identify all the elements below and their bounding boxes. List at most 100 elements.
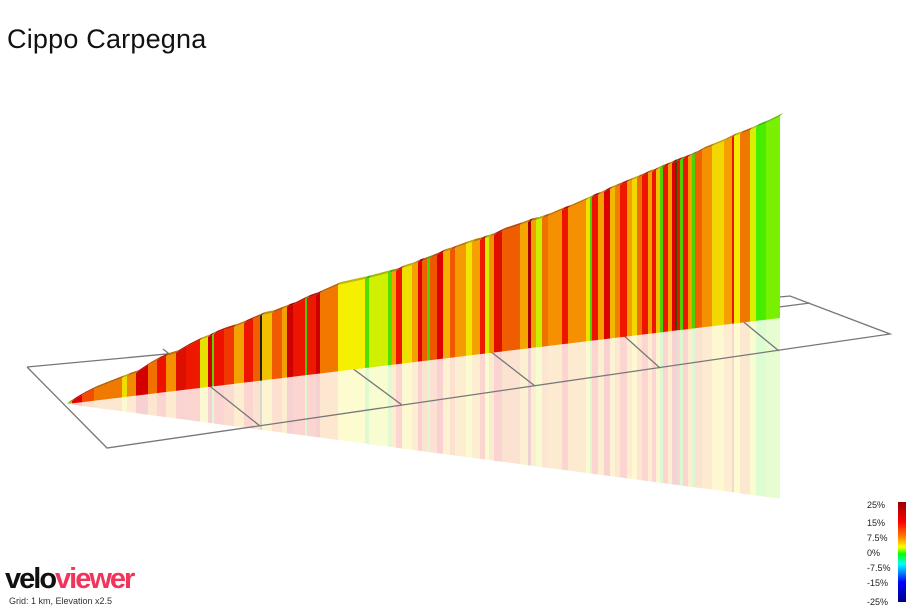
reflection-segment bbox=[480, 353, 485, 460]
reflection-segment bbox=[520, 348, 528, 466]
reflection-segment bbox=[437, 358, 443, 454]
reflection-segment bbox=[531, 347, 536, 467]
gradient-segment bbox=[520, 222, 528, 350]
segment-top-edge bbox=[740, 127, 753, 134]
gradient-segment bbox=[82, 389, 94, 403]
reflection-segment bbox=[320, 371, 338, 440]
legend-label: 15% bbox=[867, 518, 886, 528]
reflection-segment bbox=[677, 330, 680, 486]
reflection-segment bbox=[369, 365, 388, 447]
gradient-segment bbox=[652, 170, 656, 334]
reflection-segment bbox=[176, 389, 186, 420]
segment-top-edge bbox=[750, 124, 759, 130]
gradient-segment bbox=[668, 163, 672, 332]
reflection-segment bbox=[127, 395, 136, 414]
segment-top-edge bbox=[244, 316, 256, 323]
gradient-segment bbox=[234, 323, 244, 384]
segment-top-edge bbox=[548, 207, 565, 216]
gradient-segment bbox=[740, 130, 750, 323]
segment-top-edge bbox=[632, 175, 640, 180]
segment-top-edge bbox=[592, 192, 601, 197]
segment-top-edge bbox=[485, 234, 492, 238]
reflection-segment bbox=[610, 337, 615, 477]
reflection-segment bbox=[692, 328, 695, 488]
segment-top-edge bbox=[369, 270, 391, 278]
gradient-segment bbox=[648, 172, 652, 334]
profile-wall bbox=[67, 113, 783, 404]
segment-top-edge bbox=[320, 282, 341, 293]
legend-label: 0% bbox=[867, 548, 881, 558]
gradient-segment bbox=[72, 395, 82, 404]
gradient-segment bbox=[307, 295, 316, 376]
gradient-segment bbox=[200, 337, 208, 388]
gradient-segment bbox=[338, 279, 365, 372]
segment-top-edge bbox=[568, 197, 589, 208]
segment-top-edge bbox=[656, 165, 663, 170]
gradient-segment bbox=[418, 261, 422, 362]
segment-top-edge bbox=[692, 151, 698, 155]
reflection-segment bbox=[272, 378, 282, 433]
gradient-segment bbox=[683, 157, 688, 330]
gradient-segment bbox=[494, 231, 502, 353]
reflection-segment bbox=[338, 368, 365, 444]
gradient-segment bbox=[480, 238, 485, 355]
segment-top-edge bbox=[307, 292, 319, 298]
segment-top-edge bbox=[610, 184, 618, 189]
gradient-segment bbox=[214, 330, 224, 387]
reflection-segment bbox=[450, 357, 455, 456]
segment-top-edge bbox=[136, 362, 151, 373]
gradient-segment bbox=[208, 335, 212, 387]
segment-top-edge bbox=[316, 290, 323, 295]
reflection-segment bbox=[466, 355, 472, 458]
gradient-segment bbox=[443, 250, 450, 359]
segment-top-edge bbox=[627, 177, 635, 182]
gradient-segment bbox=[586, 198, 590, 342]
gradient-segment bbox=[305, 298, 307, 376]
reflection-segment bbox=[675, 330, 677, 485]
gradient-segment bbox=[262, 313, 272, 381]
segment-top-edge bbox=[502, 222, 523, 231]
reflection-segment bbox=[166, 390, 176, 419]
reflection-segment bbox=[688, 328, 692, 487]
gradient-legend: 25% 15% 7.5% 0% -7.5% -15% -25% bbox=[862, 498, 907, 607]
reflection-segment bbox=[562, 343, 568, 471]
segment-top-edge bbox=[437, 249, 446, 255]
gradient-segment bbox=[282, 307, 287, 379]
reflection-segment bbox=[287, 376, 293, 435]
gradient-segment bbox=[212, 334, 214, 387]
reflection-segment bbox=[502, 349, 520, 465]
gradient-segment bbox=[466, 242, 472, 356]
segment-top-edge bbox=[672, 159, 678, 163]
reflection-segment bbox=[148, 393, 157, 416]
reflection-segment bbox=[305, 375, 307, 436]
gradient-segment bbox=[632, 178, 637, 336]
segment-top-edge bbox=[305, 295, 310, 299]
segment-top-edge bbox=[214, 327, 227, 334]
reflection-segment bbox=[756, 319, 766, 497]
segment-top-edge bbox=[677, 157, 683, 161]
reflection-segment bbox=[724, 323, 732, 493]
gradient-segment bbox=[396, 268, 402, 365]
segment-top-edge bbox=[531, 217, 539, 221]
gradient-segment bbox=[450, 248, 455, 358]
gradient-segment bbox=[677, 160, 680, 331]
reflection-segment bbox=[307, 373, 316, 438]
segment-top-edge bbox=[412, 259, 421, 265]
segment-top-edge bbox=[695, 147, 705, 154]
legend-label: 7.5% bbox=[867, 533, 888, 543]
segment-top-edge bbox=[652, 167, 659, 172]
segment-top-edge bbox=[683, 154, 691, 159]
reflection-segment bbox=[208, 386, 212, 424]
segment-top-edge bbox=[489, 232, 497, 237]
segment-top-edge bbox=[615, 182, 623, 187]
gradient-segment bbox=[176, 347, 186, 391]
gradient-segment bbox=[489, 235, 494, 354]
segment-top-edge bbox=[365, 275, 372, 279]
gradient-segment bbox=[610, 187, 615, 339]
gradient-segment bbox=[253, 316, 260, 382]
segment-top-edge bbox=[598, 189, 607, 195]
logo-velo-text: velo bbox=[5, 563, 57, 595]
reflection-segment bbox=[750, 320, 756, 496]
gradient-segment bbox=[734, 134, 740, 324]
